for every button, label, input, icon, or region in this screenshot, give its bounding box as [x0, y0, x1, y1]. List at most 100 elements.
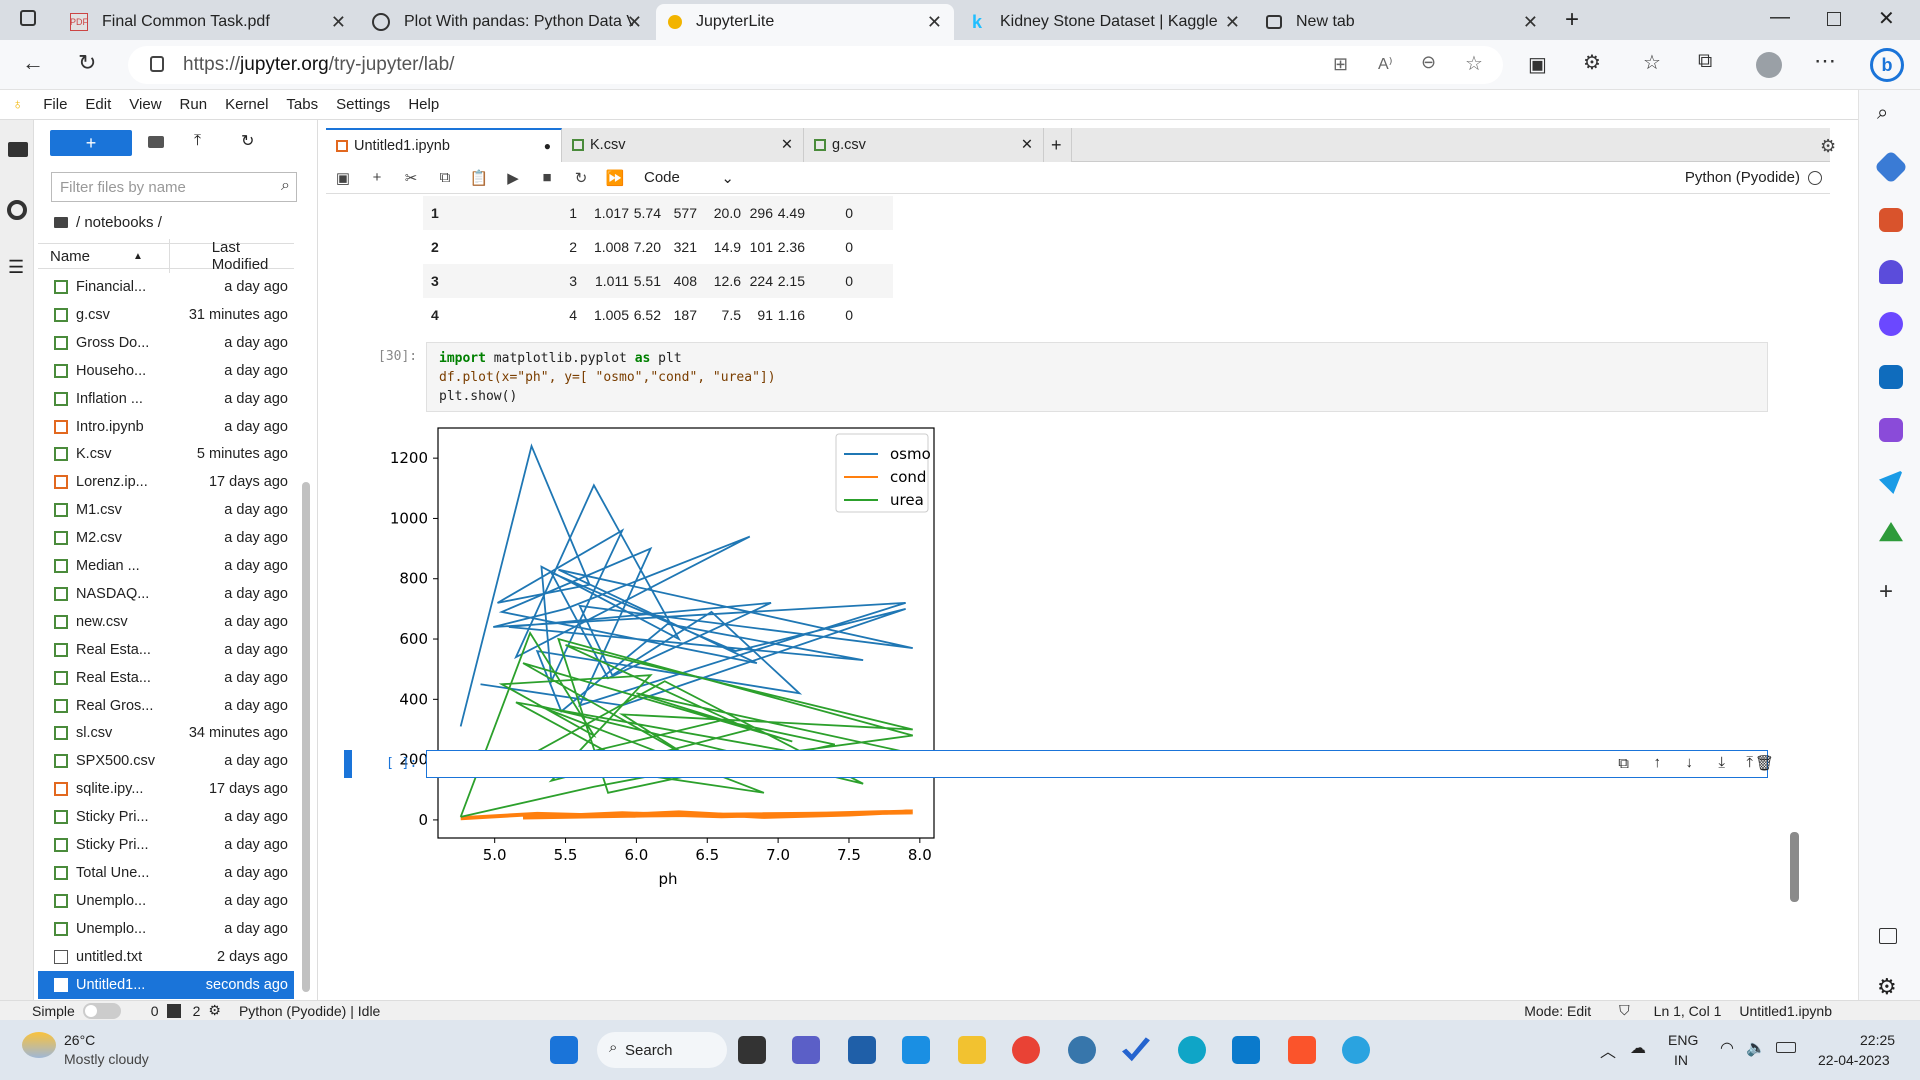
minimize-icon[interactable]: —	[1770, 6, 1790, 28]
menu-tabs[interactable]: Tabs	[286, 96, 319, 113]
chrome-icon[interactable]	[1012, 1036, 1040, 1064]
save-icon[interactable]: ▣	[335, 169, 351, 187]
apps-icon[interactable]: ⊞	[1333, 54, 1349, 74]
todo-icon[interactable]	[1122, 1037, 1150, 1062]
menu-settings[interactable]: Settings	[336, 96, 391, 113]
file-row[interactable]: Lorenz.ip... 17 days ago	[38, 468, 294, 496]
tab-actions-icon[interactable]	[20, 10, 36, 26]
paste-icon[interactable]: 📋	[469, 169, 489, 187]
file-row[interactable]: untitled.txt 2 days ago	[38, 943, 294, 971]
move-up-icon[interactable]: ↑	[1653, 754, 1662, 771]
file-row[interactable]: new.csv a day ago	[38, 608, 294, 636]
favorite-add-icon[interactable]: ☆	[1465, 53, 1483, 75]
kernel-name[interactable]: Python (Pyodide)	[1684, 169, 1800, 186]
bing-chat-icon[interactable]: b	[1870, 48, 1904, 82]
more-menu-icon[interactable]: ⋯	[1814, 48, 1836, 73]
outlook-icon[interactable]	[1879, 365, 1903, 389]
back-arrow-icon[interactable]: ←	[22, 50, 44, 75]
file-row[interactable]: M1.csv a day ago	[38, 496, 294, 524]
file-row[interactable]: sqlite.ipy... 17 days ago	[38, 775, 294, 803]
games-icon[interactable]	[1879, 260, 1903, 284]
send-icon[interactable]	[1879, 470, 1903, 494]
move-down-icon[interactable]: ↓	[1685, 754, 1694, 771]
file-row[interactable]: Real Esta... a day ago	[38, 664, 294, 692]
python-icon[interactable]	[1068, 1036, 1096, 1064]
file-row[interactable]: Untitled1... seconds ago	[38, 970, 294, 999]
clock-date[interactable]: 22-04-2023	[1818, 1052, 1890, 1068]
designer-icon[interactable]	[1879, 418, 1903, 442]
cut-icon[interactable]: ✂	[404, 169, 418, 187]
lang-in[interactable]: IN	[1674, 1052, 1688, 1068]
running-icon[interactable]	[7, 200, 27, 220]
file-row[interactable]: Median ... a day ago	[38, 552, 294, 580]
tray-app-icon[interactable]: ☁	[1630, 1040, 1646, 1057]
close-tab-icon[interactable]: ✕	[626, 11, 642, 32]
file-row[interactable]: sl.csv 34 minutes ago	[38, 719, 294, 747]
favorites-icon[interactable]: ☆	[1643, 52, 1661, 74]
desktop-app-icon[interactable]	[902, 1036, 930, 1064]
modified-column-header[interactable]: Last Modified	[168, 239, 294, 273]
search-icon[interactable]: ⌕	[1877, 102, 1889, 124]
wifi-icon[interactable]: ◠	[1720, 1040, 1734, 1057]
close-tab-icon[interactable]: ✕	[1224, 11, 1240, 32]
tree-icon[interactable]	[1879, 522, 1903, 542]
menu-file[interactable]: File	[43, 96, 68, 113]
file-row[interactable]: SPX500.csv a day ago	[38, 747, 294, 775]
extensions-icon[interactable]: ⚙	[1583, 52, 1601, 74]
volume-icon[interactable]: 🔈	[1746, 1040, 1766, 1057]
cell-type-select[interactable]: Code ⌄	[644, 168, 734, 187]
menu-edit[interactable]: Edit	[85, 96, 112, 113]
microsoft365-icon[interactable]	[1879, 312, 1903, 336]
file-row[interactable]: Househo... a day ago	[38, 357, 294, 385]
brave-icon[interactable]	[1288, 1036, 1316, 1064]
menu-help[interactable]: Help	[408, 96, 440, 113]
kernel-status[interactable]: Python (Pyodide) | Idle	[238, 1002, 381, 1019]
start-icon[interactable]	[550, 1036, 578, 1064]
extension-icon-1[interactable]: ▣	[1528, 54, 1547, 76]
close-tab-icon[interactable]: ✕	[1020, 137, 1033, 153]
insert-above-icon[interactable]: ⤓	[1718, 754, 1725, 771]
browser-tab-newtab[interactable]: New tab ✕	[1254, 4, 1550, 40]
simple-mode-toggle[interactable]	[82, 1002, 121, 1019]
clock-time[interactable]: 22:25	[1860, 1032, 1896, 1048]
file-explorer-icon[interactable]	[958, 1036, 986, 1064]
file-list-scrollbar[interactable]	[302, 482, 310, 992]
refresh-icon[interactable]: ↻	[78, 50, 97, 75]
empty-code-cell[interactable]: ⧉ ↑ ↓ ⤓ ⤒ 🗑	[426, 750, 1774, 778]
code-cell[interactable]: import matplotlib.pyplot as plt df.plot(…	[426, 342, 1768, 412]
run-all-icon[interactable]: ⏩	[605, 169, 625, 187]
file-row[interactable]: Financial... a day ago	[38, 273, 294, 301]
sidebar-toggle-icon[interactable]	[1879, 928, 1897, 944]
close-tab-icon[interactable]: ✕	[330, 11, 346, 32]
new-launcher-button[interactable]: +	[50, 130, 132, 156]
file-row[interactable]: Sticky Pri... a day ago	[38, 803, 294, 831]
tab-k-csv[interactable]: K.csv ✕	[562, 128, 804, 162]
browser-tab-kaggle[interactable]: k Kidney Stone Dataset | Kaggle ✕	[956, 4, 1252, 40]
close-tab-icon[interactable]: ✕	[780, 137, 793, 153]
property-inspector-icon[interactable]: ⚙	[1820, 136, 1837, 156]
toc-icon[interactable]: ☰	[8, 257, 25, 277]
taskbar-search[interactable]: ⌕ Search	[597, 1032, 727, 1068]
lang-eng[interactable]: ENG	[1668, 1032, 1699, 1048]
name-column-header[interactable]: Name	[50, 247, 91, 265]
restart-icon[interactable]: ↻	[574, 169, 588, 187]
file-row[interactable]: K.csv 5 minutes ago	[38, 440, 294, 468]
profile-avatar-icon[interactable]	[1756, 52, 1782, 78]
refresh-files-icon[interactable]: ↻	[241, 133, 255, 150]
telegram-icon[interactable]	[1342, 1036, 1370, 1064]
file-row[interactable]: g.csv 31 minutes ago	[38, 301, 294, 329]
breadcrumb[interactable]: / notebooks /	[54, 214, 162, 231]
zoom-icon[interactable]: ⊖	[1421, 52, 1437, 72]
file-row[interactable]: NASDAQ... a day ago	[38, 580, 294, 608]
weather-icon[interactable]	[22, 1032, 56, 1058]
store-icon[interactable]	[848, 1036, 876, 1064]
insert-cell-icon[interactable]: +	[372, 169, 382, 186]
copy-icon[interactable]: ⧉	[439, 169, 451, 186]
duplicate-cell-icon[interactable]: ⧉	[1618, 755, 1629, 772]
teams-icon[interactable]	[792, 1036, 820, 1064]
file-row[interactable]: Real Gros... a day ago	[38, 692, 294, 720]
task-view-icon[interactable]	[738, 1036, 766, 1064]
folder-icon[interactable]	[8, 142, 28, 157]
close-tab-icon[interactable]: ✕	[926, 11, 942, 32]
settings-gear-icon[interactable]: ⚙	[1877, 974, 1897, 999]
